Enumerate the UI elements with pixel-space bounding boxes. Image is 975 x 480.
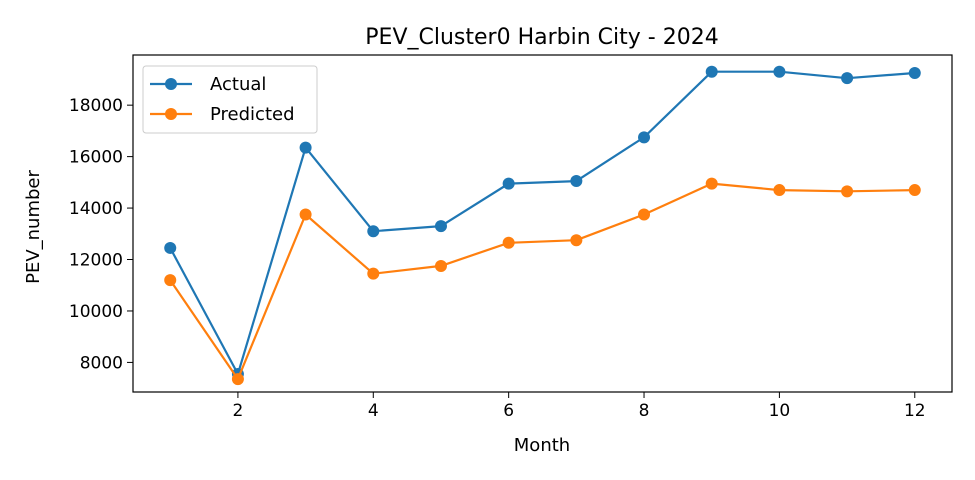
plot-frame: [132, 54, 953, 393]
data-point-actual: [434, 220, 447, 233]
data-point-predicted: [231, 373, 244, 386]
x-tick-label: 2: [232, 401, 243, 421]
legend-box: [142, 65, 318, 134]
data-point-predicted: [434, 259, 447, 272]
y-axis-label: PEV_number: [23, 170, 44, 284]
y-tick-label: 10000: [69, 302, 123, 322]
x-tick-label: 8: [639, 401, 650, 421]
y-tick-label: 14000: [69, 199, 123, 219]
data-point-predicted: [164, 274, 177, 287]
data-point-actual: [502, 177, 515, 190]
series-line-actual: [169, 70, 915, 376]
data-point-predicted: [773, 184, 786, 197]
chart-title: PEV_Cluster0 Harbin City - 2024: [365, 25, 718, 50]
data-point-actual: [164, 241, 177, 254]
y-tick-label: 8000: [80, 353, 123, 373]
legend: Actual Predicted: [142, 65, 318, 134]
legend-label-actual: Actual: [210, 74, 266, 95]
data-point-actual: [705, 65, 718, 78]
x-tick-label: 4: [368, 401, 379, 421]
data-point-actual: [570, 175, 583, 188]
data-point-predicted: [570, 234, 583, 247]
data-point-predicted: [841, 185, 854, 198]
y-tick-label: 12000: [69, 251, 123, 271]
y-axis: 8000 10000 12000 14000 16000 18000: [69, 96, 133, 373]
data-point-actual: [841, 72, 854, 85]
data-point-actual: [367, 225, 380, 238]
data-point-predicted: [638, 208, 651, 221]
series-line-predicted: [169, 182, 915, 381]
x-tick-label: 12: [904, 401, 926, 421]
data-point-actual: [299, 141, 312, 154]
x-tick-label: 10: [769, 401, 791, 421]
data-point-predicted: [908, 184, 921, 197]
y-tick-label: 18000: [69, 96, 123, 116]
x-tick-label: 6: [503, 401, 514, 421]
legend-label-predicted: Predicted: [210, 104, 295, 125]
data-point-actual: [908, 67, 921, 80]
x-axis-label: Month: [514, 435, 570, 456]
data-point-predicted: [299, 208, 312, 221]
plot-area: [164, 65, 921, 386]
legend-marker-actual: [165, 78, 177, 90]
x-axis: 2 4 6 8 10 12: [232, 392, 926, 421]
legend-marker-predicted: [165, 108, 177, 120]
data-point-predicted: [705, 177, 718, 190]
data-point-actual: [773, 65, 786, 78]
y-tick-label: 16000: [69, 148, 123, 168]
data-point-predicted: [367, 267, 380, 280]
data-point-predicted: [502, 236, 515, 249]
data-point-actual: [638, 131, 651, 144]
